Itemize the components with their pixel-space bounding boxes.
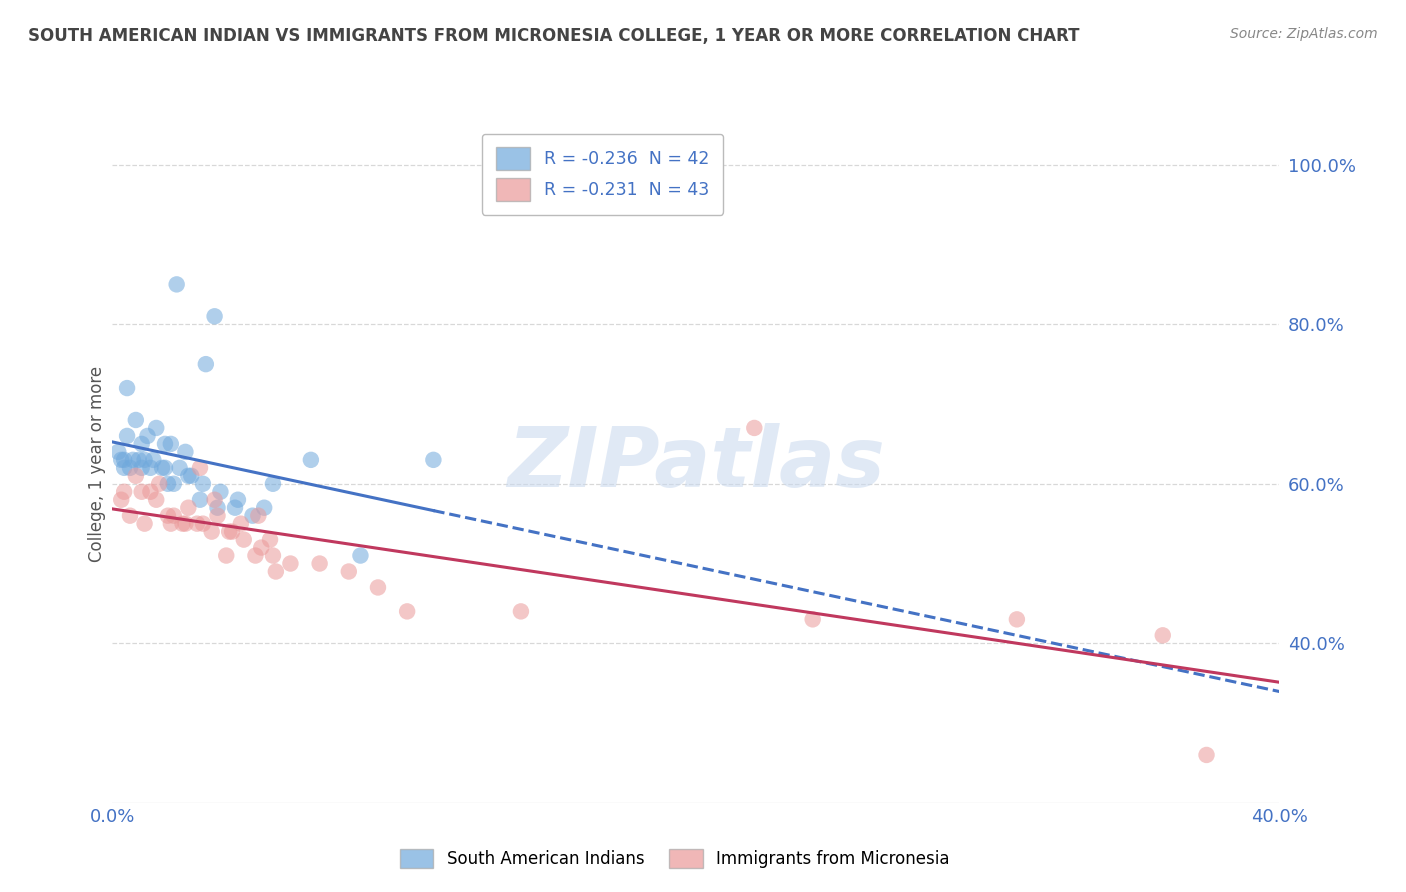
Point	[1195, 747, 1218, 762]
Point	[207, 508, 229, 523]
Point	[188, 492, 211, 507]
Point	[110, 453, 132, 467]
Point	[1005, 612, 1028, 626]
Point	[160, 516, 183, 531]
Point	[337, 565, 360, 579]
Text: SOUTH AMERICAN INDIAN VS IMMIGRANTS FROM MICRONESIA COLLEGE, 1 YEAR OR MORE CORR: SOUTH AMERICAN INDIAN VS IMMIGRANTS FROM…	[28, 27, 1080, 45]
Point	[209, 484, 232, 499]
Point	[250, 541, 273, 555]
Point	[174, 516, 197, 531]
Point	[142, 453, 165, 467]
Point	[422, 453, 444, 467]
Point	[194, 357, 217, 371]
Point	[139, 460, 162, 475]
Point	[280, 557, 302, 571]
Point	[349, 549, 371, 563]
Point	[148, 476, 170, 491]
Point	[107, 445, 129, 459]
Point	[218, 524, 240, 539]
Point	[150, 460, 173, 475]
Point	[172, 516, 194, 531]
Point	[145, 492, 167, 507]
Point	[115, 429, 138, 443]
Point	[215, 549, 238, 563]
Point	[191, 516, 214, 531]
Text: Source: ZipAtlas.com: Source: ZipAtlas.com	[1230, 27, 1378, 41]
Point	[191, 476, 214, 491]
Point	[247, 508, 270, 523]
Point	[125, 468, 148, 483]
Text: ZIPatlas: ZIPatlas	[508, 424, 884, 504]
Point	[229, 516, 252, 531]
Point	[186, 516, 208, 531]
Point	[112, 453, 135, 467]
Point	[131, 484, 153, 499]
Point	[242, 508, 264, 523]
Point	[1152, 628, 1174, 642]
Point	[153, 437, 176, 451]
Point	[163, 476, 186, 491]
Point	[232, 533, 254, 547]
Point	[226, 492, 249, 507]
Legend: R = -0.236  N = 42, R = -0.231  N = 43: R = -0.236 N = 42, R = -0.231 N = 43	[482, 134, 724, 215]
Point	[801, 612, 824, 626]
Point	[131, 460, 153, 475]
Point	[139, 484, 162, 499]
Point	[201, 524, 224, 539]
Point	[221, 524, 243, 539]
Point	[134, 453, 156, 467]
Point	[128, 453, 150, 467]
Point	[204, 310, 226, 324]
Point	[134, 516, 156, 531]
Point	[136, 429, 159, 443]
Point	[204, 492, 226, 507]
Point	[259, 533, 281, 547]
Point	[262, 549, 284, 563]
Point	[163, 508, 186, 523]
Point	[207, 500, 229, 515]
Legend: South American Indians, Immigrants from Micronesia: South American Indians, Immigrants from …	[394, 842, 956, 875]
Point	[118, 508, 141, 523]
Point	[253, 500, 276, 515]
Point	[224, 500, 246, 515]
Point	[112, 484, 135, 499]
Point	[742, 421, 765, 435]
Point	[122, 453, 145, 467]
Point	[367, 581, 389, 595]
Point	[177, 468, 200, 483]
Point	[112, 460, 135, 475]
Point	[180, 468, 202, 483]
Point	[160, 437, 183, 451]
Point	[118, 460, 141, 475]
Point	[299, 453, 322, 467]
Point	[264, 565, 287, 579]
Point	[169, 460, 191, 475]
Point	[509, 604, 531, 618]
Point	[396, 604, 419, 618]
Point	[262, 476, 284, 491]
Point	[245, 549, 267, 563]
Point	[125, 413, 148, 427]
Y-axis label: College, 1 year or more: College, 1 year or more	[87, 366, 105, 562]
Point	[115, 381, 138, 395]
Point	[110, 492, 132, 507]
Point	[145, 421, 167, 435]
Point	[156, 476, 179, 491]
Point	[153, 460, 176, 475]
Point	[188, 460, 211, 475]
Point	[166, 277, 188, 292]
Point	[174, 445, 197, 459]
Point	[177, 500, 200, 515]
Point	[308, 557, 330, 571]
Point	[156, 508, 179, 523]
Point	[131, 437, 153, 451]
